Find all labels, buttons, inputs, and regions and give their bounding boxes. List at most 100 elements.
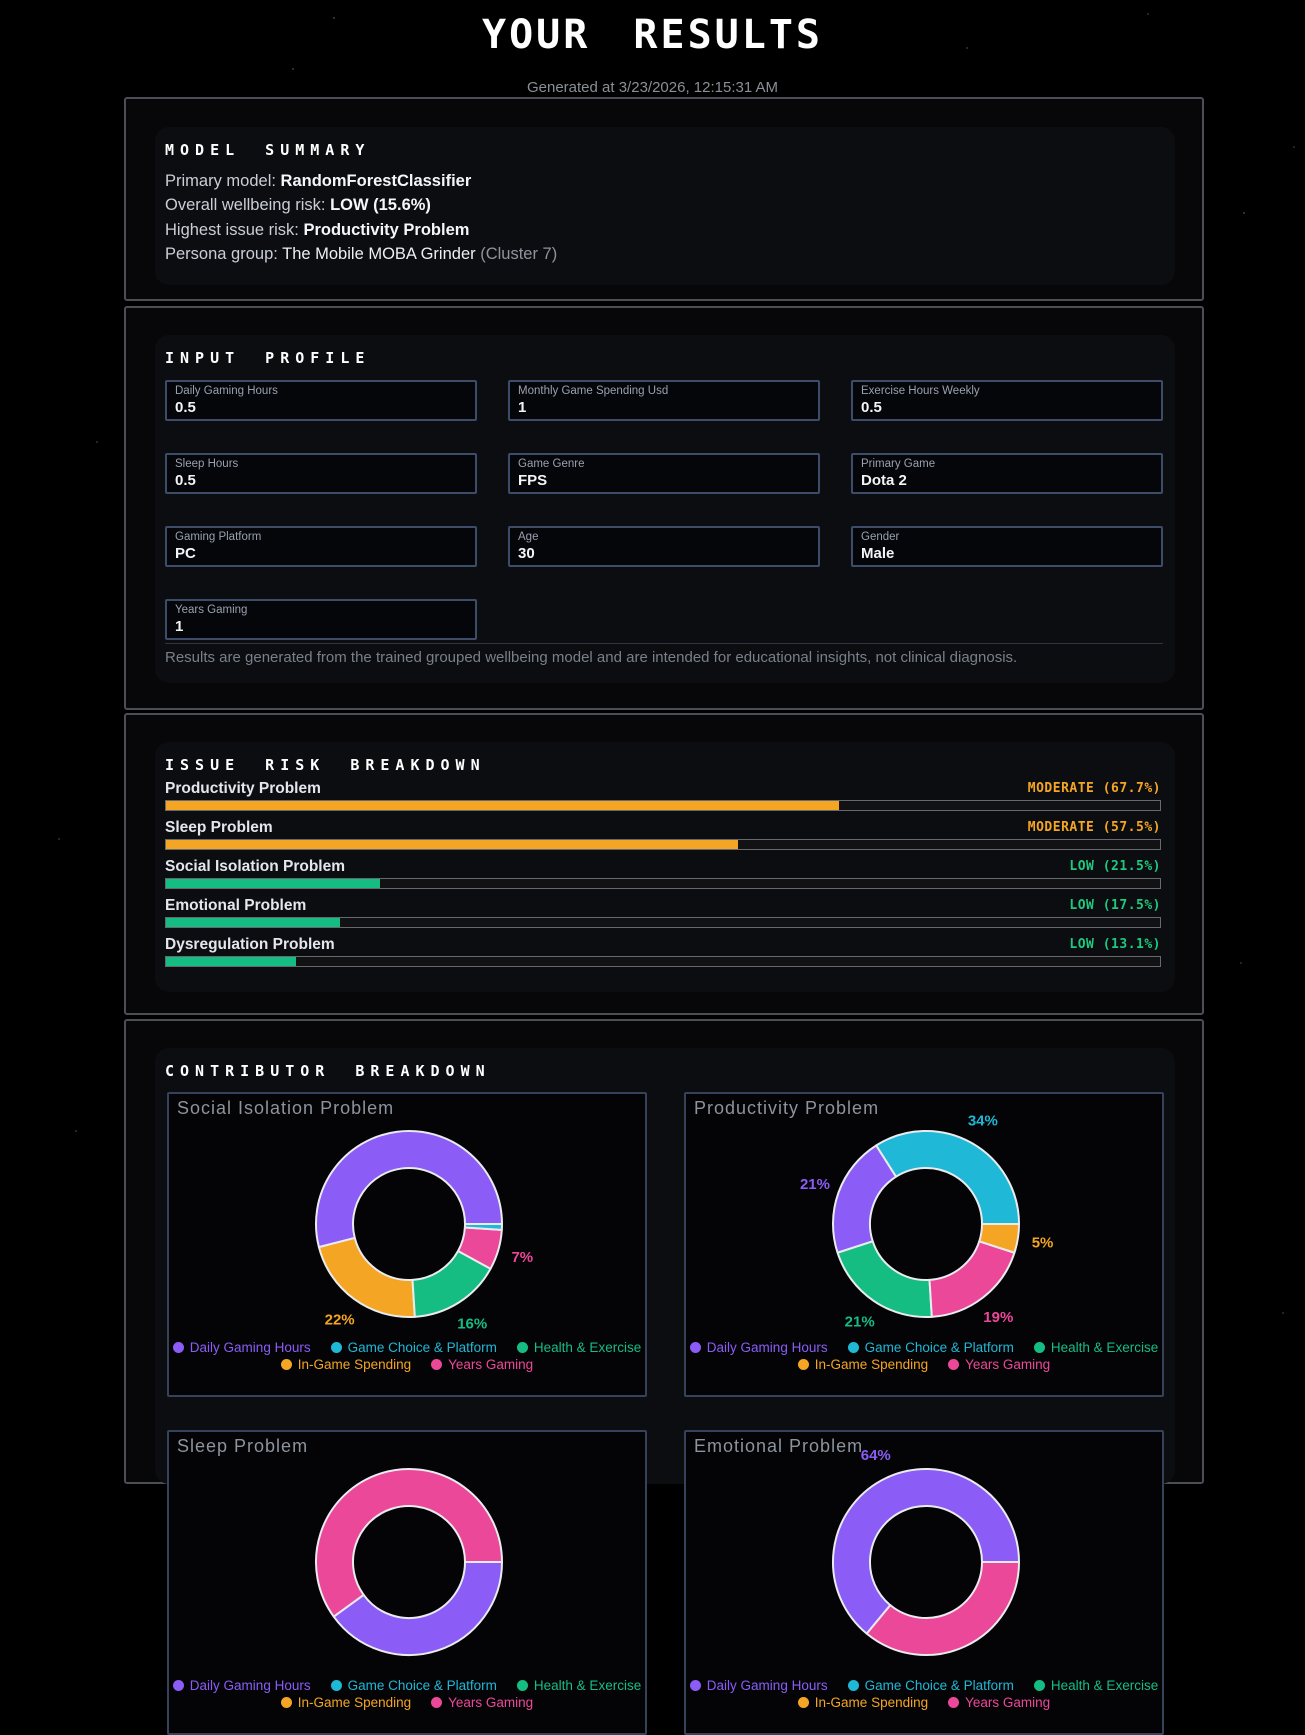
- legend-item-health-exercise[interactable]: Health & Exercise: [1033, 1678, 1159, 1693]
- legend-item-health-exercise[interactable]: Health & Exercise: [516, 1678, 641, 1693]
- pie-data-label: 5%: [1032, 1234, 1054, 1251]
- generated-timestamp: Generated at 3/23/2026, 12:15:31 AM: [526, 79, 779, 96]
- pie-data-label: 21%: [845, 1314, 875, 1331]
- model-summary-heading: MODEL SUMMARY: [165, 141, 371, 159]
- legend-dot-icon: [1033, 1680, 1045, 1691]
- primary-model-value: RandomForestClassifier: [280, 172, 472, 190]
- input-profile-heading: INPUT PROFILE: [165, 349, 371, 367]
- risk-bar-track: [165, 800, 1161, 811]
- highest-issue-label: Highest issue risk:: [165, 220, 304, 239]
- legend-label: Daily Gaming Hours: [706, 1678, 828, 1693]
- risk-label: Dysregulation Problem: [165, 936, 335, 953]
- risk-badge: LOW (17.5%): [1069, 898, 1161, 913]
- persona-cluster: (Cluster 7): [480, 245, 558, 264]
- field-value: 30: [518, 545, 535, 562]
- field-label: Daily Gaming Hours: [175, 385, 278, 397]
- legend-item-health-exercise[interactable]: Health & Exercise: [1033, 1340, 1158, 1355]
- field-value: 1: [518, 399, 527, 416]
- legend-row: Daily Gaming Hours Game Choice & Platform…: [689, 1340, 1158, 1355]
- legend-label: In-Game Spending: [814, 1357, 929, 1372]
- legend-item-daily-gaming-hours[interactable]: Daily Gaming Hours: [172, 1678, 311, 1693]
- legend-item-health-exercise[interactable]: Health & Exercise: [516, 1340, 641, 1355]
- donut-chart: 34% 21% 21% 19% 5%: [800, 1113, 1054, 1331]
- legend-dot-icon: [330, 1342, 342, 1353]
- legend-dot-icon: [431, 1359, 443, 1370]
- legend-item-in-game-spending[interactable]: In-Game Spending: [280, 1357, 412, 1372]
- legend-item-game-choice-platform[interactable]: Game Choice & Platform: [330, 1678, 497, 1693]
- legend-item-daily-gaming-hours[interactable]: Daily Gaming Hours: [172, 1340, 311, 1355]
- legend-label: In-Game Spending: [297, 1357, 412, 1372]
- pie-slice-health-exercise[interactable]: [836, 1240, 933, 1318]
- overall-risk-row: Overall wellbeing risk: LOW (15.6%): [165, 193, 557, 217]
- field-value: Dota 2: [861, 472, 907, 489]
- legend-label: Game Choice & Platform: [347, 1678, 497, 1693]
- risk-row-emotional-problem: Emotional Problem LOW (17.5%): [165, 896, 1161, 935]
- legend-dot-icon: [172, 1342, 184, 1353]
- legend-item-daily-gaming-hours[interactable]: Daily Gaming Hours: [689, 1340, 828, 1355]
- legend-dot-icon: [1033, 1342, 1045, 1353]
- persona-row: Persona group: The Mobile MOBA Grinder (…: [165, 242, 557, 266]
- chart-legend: Daily Gaming Hours Game Choice & Platform…: [169, 1340, 645, 1372]
- pie-data-label: 21%: [800, 1176, 830, 1193]
- page-title: YOUR RESULTS: [482, 12, 823, 58]
- legend-dot-icon: [689, 1680, 701, 1691]
- chart-title: Social Isolation Problem: [177, 1098, 395, 1118]
- legend-label: Daily Gaming Hours: [706, 1340, 828, 1355]
- pie-slice-years-gaming[interactable]: [928, 1240, 1016, 1318]
- legend-item-in-game-spending[interactable]: In-Game Spending: [797, 1695, 928, 1710]
- risk-row-productivity-problem: Productivity Problem MODERATE (67.7%): [165, 779, 1161, 818]
- legend-dot-icon: [330, 1680, 342, 1691]
- legend-item-game-choice-platform[interactable]: Game Choice & Platform: [847, 1678, 1014, 1693]
- field-label: Gender: [861, 531, 900, 543]
- pie-slice-in-game-spending[interactable]: [978, 1223, 1020, 1254]
- pie-data-label: 19%: [983, 1309, 1013, 1326]
- pie-slice-game-choice-platform[interactable]: [875, 1130, 1020, 1225]
- input-field-primary-game: Primary Game Dota 2: [851, 453, 1163, 494]
- legend-label: Health & Exercise: [1050, 1678, 1159, 1693]
- legend-item-in-game-spending[interactable]: In-Game Spending: [280, 1695, 411, 1710]
- legend-item-game-choice-platform[interactable]: Game Choice & Platform: [330, 1340, 497, 1355]
- legend-item-years-gaming[interactable]: Years Gaming: [948, 1357, 1050, 1372]
- legend-row: Daily Gaming Hours Game Choice & Platform…: [689, 1678, 1159, 1693]
- legend-dot-icon: [172, 1680, 184, 1691]
- legend-item-in-game-spending[interactable]: In-Game Spending: [797, 1357, 929, 1372]
- pie-slice-game-choice-platform[interactable]: [463, 1223, 503, 1231]
- legend-label: Years Gaming: [448, 1357, 534, 1372]
- input-field-gaming-platform: Gaming Platform PC: [165, 526, 477, 567]
- risk-bar-fill: [166, 801, 839, 810]
- legend-item-years-gaming[interactable]: Years Gaming: [948, 1695, 1050, 1710]
- risk-bar-track: [165, 956, 1161, 967]
- legend-label: Game Choice & Platform: [864, 1678, 1014, 1693]
- field-value: 1: [175, 618, 184, 635]
- legend-dot-icon: [280, 1359, 292, 1370]
- pie-slice-daily-gaming-hours[interactable]: [315, 1130, 503, 1249]
- pie-data-label: 16%: [457, 1316, 487, 1333]
- legend-item-years-gaming[interactable]: Years Gaming: [431, 1695, 533, 1710]
- pie-slice-in-game-spending[interactable]: [317, 1236, 416, 1318]
- issue-risk-card: ISSUE RISK BREAKDOWN Productivity Proble…: [155, 742, 1175, 992]
- contributor-heading: CONTRIBUTOR BREAKDOWN: [165, 1062, 491, 1080]
- field-label: Game Genre: [518, 458, 585, 470]
- legend-label: Daily Gaming Hours: [189, 1678, 311, 1693]
- risk-bar-track: [165, 878, 1161, 889]
- chart-card-productivity: Productivity Problem 34% 21% 21% 19% 5% Daily …: [684, 1092, 1164, 1397]
- risk-rows: Productivity Problem MODERATE (67.7%) Slee…: [165, 779, 1161, 974]
- legend-label: Years Gaming: [448, 1695, 534, 1710]
- input-profile-panel: INPUT PROFILE Daily Gaming Hours 0.5 Month…: [124, 306, 1204, 710]
- pie-slice-daily-gaming-hours[interactable]: [332, 1561, 503, 1656]
- legend-item-game-choice-platform[interactable]: Game Choice & Platform: [847, 1340, 1014, 1355]
- field-label: Exercise Hours Weekly: [861, 385, 980, 397]
- chart-card-emotional: Emotional Problem 64% Daily Gaming Hours Ga…: [684, 1430, 1164, 1735]
- legend-dot-icon: [847, 1680, 859, 1691]
- legend-item-years-gaming[interactable]: Years Gaming: [431, 1357, 533, 1372]
- input-field-sleep-hours: Sleep Hours 0.5: [165, 453, 477, 494]
- legend-dot-icon: [516, 1680, 528, 1691]
- field-value: 0.5: [861, 399, 882, 416]
- legend-item-daily-gaming-hours[interactable]: Daily Gaming Hours: [689, 1678, 828, 1693]
- field-label: Primary Game: [861, 458, 936, 470]
- pie-slice-daily-gaming-hours[interactable]: [832, 1144, 897, 1254]
- contributor-panel: CONTRIBUTOR BREAKDOWN Social Isolation P…: [124, 1019, 1204, 1735]
- pie-slice-years-gaming[interactable]: [865, 1561, 1020, 1656]
- legend-row: In-Game Spending Years Gaming: [797, 1695, 1050, 1710]
- legend-dot-icon: [797, 1697, 809, 1708]
